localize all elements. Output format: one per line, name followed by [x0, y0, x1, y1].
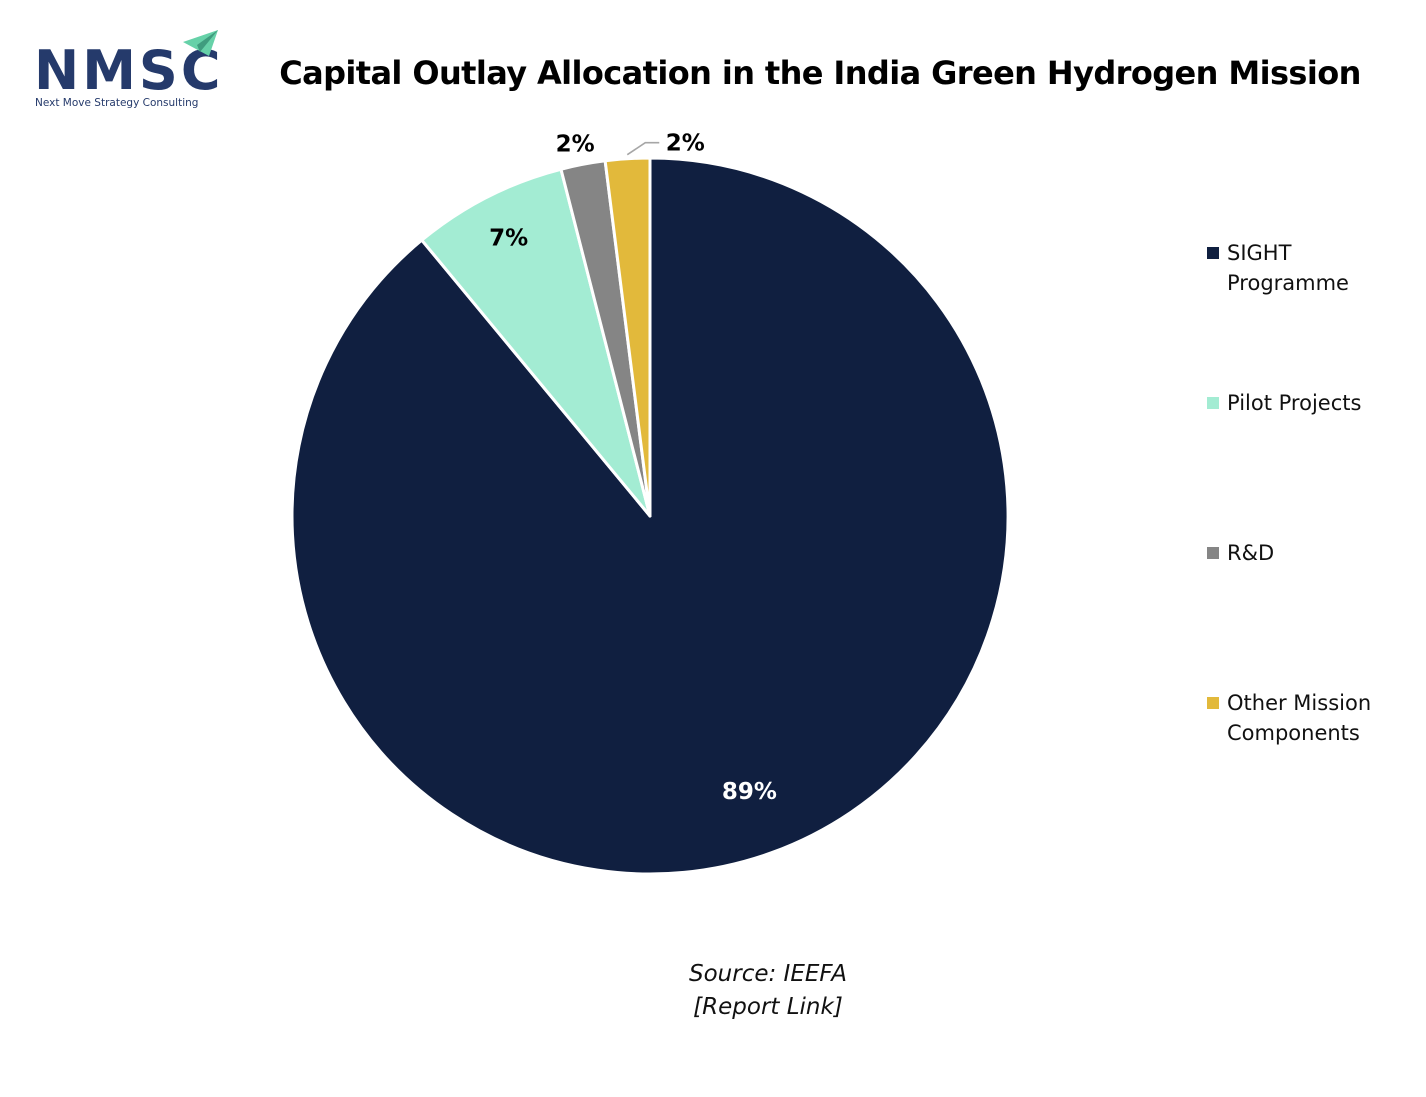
- logo-subtitle: Next Move Strategy Consulting: [35, 97, 199, 109]
- report-link[interactable]: [Report Link]: [693, 994, 843, 1020]
- data-labels: 89% 7% 2% 2%: [489, 131, 777, 805]
- legend-label: R&D: [1227, 541, 1275, 565]
- legend-swatch: [1207, 547, 1219, 559]
- chart-title: Capital Outlay Allocation in the India G…: [279, 54, 1361, 92]
- leader-lines: [626, 141, 660, 156]
- legend-label: Pilot Projects: [1227, 391, 1362, 415]
- data-label-other-mission-components: 2%: [666, 131, 705, 157]
- pie-chart: 89% 7% 2% 2%: [290, 131, 1010, 876]
- legend-swatch: [1207, 697, 1219, 709]
- legend-swatch: [1207, 397, 1219, 409]
- slice-pilot-projects: [420, 167, 652, 518]
- pie-slices: [290, 156, 1010, 876]
- logo-text: NMSC: [34, 39, 224, 102]
- slice-other-mission-components: [603, 156, 652, 518]
- data-label-r-d: 2%: [556, 132, 595, 158]
- legend-swatch: [1207, 247, 1219, 259]
- source-text: Source: IEEFA: [688, 961, 848, 987]
- data-label-sight-programme: 89%: [722, 779, 777, 805]
- legend-label: Other Mission Components: [1227, 691, 1372, 745]
- leader-line-other-mission-components: [626, 141, 660, 156]
- source-note: Source: IEEFA [Report Link]: [618, 958, 918, 1024]
- paper-plane-icon: [183, 30, 218, 56]
- legend-label: SIGHT Programme: [1227, 241, 1349, 295]
- nmsc-logo: NMSC Next Move Strategy Consulting: [34, 28, 234, 112]
- data-label-pilot-projects: 7%: [489, 225, 528, 251]
